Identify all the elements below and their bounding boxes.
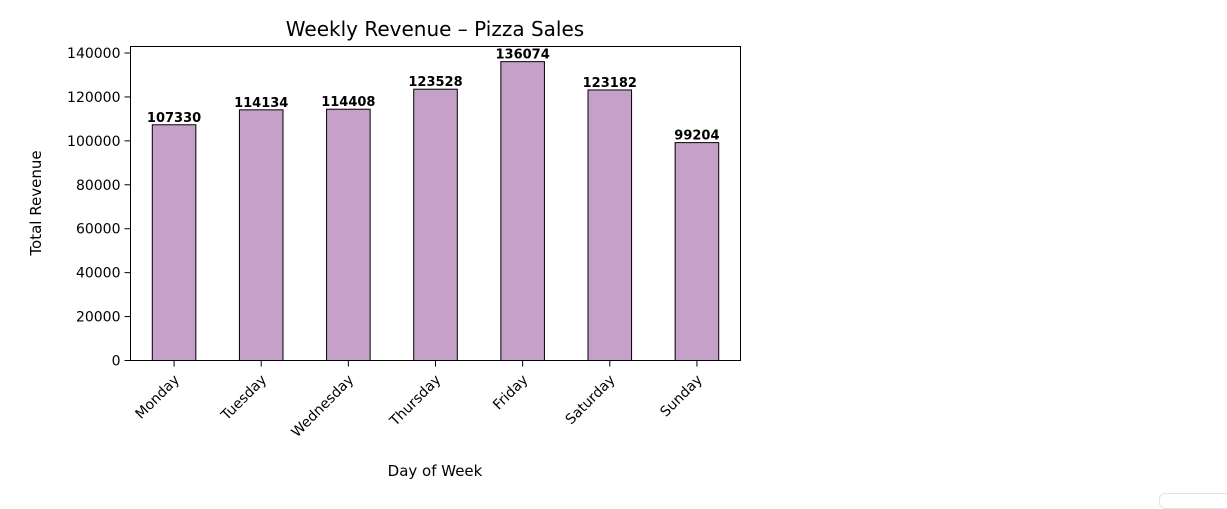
y-tick-label: 60000	[76, 222, 121, 238]
bar-value-label: 99204	[674, 129, 719, 144]
bar-sunday	[674, 142, 720, 361]
x-axis-ticks: Monday Tuesday Wednesday Thursday Friday Satu…	[132, 360, 706, 441]
x-axis-label: Day of Week	[388, 462, 483, 480]
chart-title: Weekly Revenue – Pizza Sales	[286, 17, 584, 41]
bar-friday	[500, 61, 545, 361]
bar-value-label: 123528	[408, 75, 462, 90]
x-tick-label: Friday	[490, 372, 531, 413]
y-axis-ticks: 0 20000 40000 60000 80000 100000 120000 140000	[67, 46, 131, 370]
bar-saturday	[587, 89, 633, 362]
bar-value-label: 136074	[496, 48, 550, 63]
x-tick-label: Thursday	[386, 372, 444, 430]
y-tick-label: 40000	[76, 266, 121, 282]
bar-value-label: 114134	[234, 96, 288, 111]
x-tick-label: Saturday	[563, 372, 619, 428]
x-tick-label: Monday	[132, 372, 182, 422]
plot-frame	[130, 46, 741, 361]
corner-widget	[1159, 493, 1227, 509]
y-tick-label: 120000	[67, 90, 120, 106]
x-tick-label: Wednesday	[289, 372, 358, 441]
bar-thursday	[413, 88, 458, 362]
y-tick-label: 20000	[76, 310, 121, 326]
y-tick-label: 0	[112, 354, 121, 370]
x-tick-label: Tuesday	[218, 372, 270, 424]
bar-value-label: 114408	[321, 95, 375, 110]
y-tick-label: 80000	[76, 178, 121, 194]
y-tick-label: 140000	[67, 46, 120, 62]
y-axis-label: Total Revenue	[27, 150, 45, 256]
x-tick-label: Sunday	[657, 372, 705, 420]
bar-tuesday	[238, 109, 284, 361]
bar-value-label: 123182	[583, 76, 637, 91]
bars-group: 107330 114134 114408 123528 136074 123182 9920…	[147, 48, 720, 362]
bar-monday	[151, 124, 197, 361]
y-tick-label: 100000	[67, 134, 120, 150]
bar-value-label: 107330	[147, 111, 201, 126]
bar-wednesday	[326, 108, 371, 361]
